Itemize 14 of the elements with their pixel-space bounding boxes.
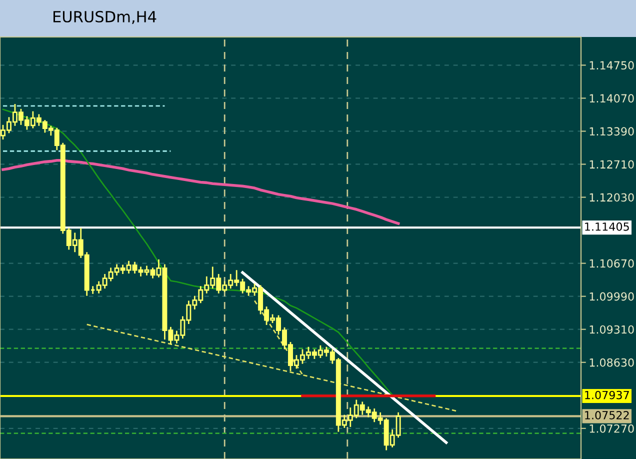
y-tick-label: 1.07270 [590, 424, 634, 433]
y-tick-label: 1.08630 [590, 358, 634, 367]
y-tick-label: 1.09990 [590, 292, 634, 301]
y-tick-label: 1.14070 [590, 94, 634, 103]
y-tick-label: 1.13390 [590, 127, 634, 136]
y-tick-label: 1.10670 [590, 259, 634, 268]
ref-line-label: 1.11405 [585, 222, 629, 231]
y-tick-label: 1.09310 [590, 325, 634, 334]
chart-title: EURUSDm,H4 [54, 10, 156, 24]
y-tick-label: 1.12710 [590, 160, 634, 169]
ref-line-label: 1.07522 [585, 410, 629, 420]
ref-line-label: 1.07937 [585, 390, 629, 400]
y-tick-label: 1.12030 [590, 193, 634, 202]
y-tick-label: 1.14750 [590, 61, 634, 70]
